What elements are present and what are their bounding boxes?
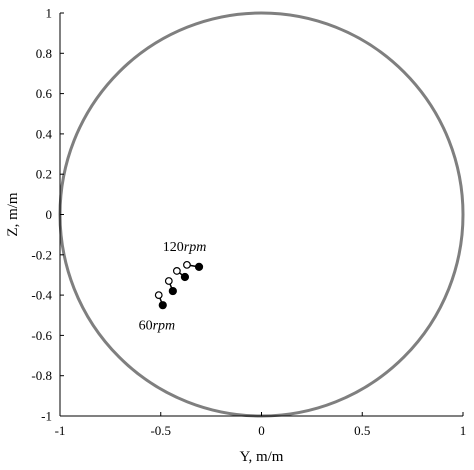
y-tick-label: 0.4 (36, 126, 53, 141)
y-tick-label: -0.8 (31, 368, 52, 383)
filled-marker (168, 286, 177, 296)
open-marker (183, 260, 191, 269)
x-tick-label: -0.5 (150, 423, 171, 438)
filled-marker (194, 262, 204, 271)
x-tick-label: 0 (258, 423, 265, 438)
x-tick-label: -1 (55, 423, 66, 438)
annotation-60rpm: 60rpm (139, 318, 176, 333)
boundary-circle (58, 11, 465, 418)
y-tick-label: 0.8 (36, 46, 52, 61)
y-tick-label: 0 (46, 207, 53, 222)
y-tick-label: 0.2 (36, 167, 52, 182)
y-tick-label: -1 (41, 409, 52, 424)
x-tick-label: 0.5 (354, 423, 370, 438)
y-tick-label: -0.2 (31, 247, 52, 262)
marker-pair (164, 277, 177, 296)
marker-pairs (154, 260, 204, 310)
annotation-120rpm: 120rpm (163, 240, 207, 255)
y-tick-label: -0.4 (31, 288, 52, 303)
marker-pair (172, 267, 190, 282)
x-axis-label: Y, m/m (240, 449, 284, 465)
open-marker (164, 277, 173, 285)
y-tick-label: 1 (46, 6, 53, 21)
open-marker (172, 267, 181, 275)
x-axis: -1 -0.5 0 0.5 1 (55, 412, 467, 438)
marker-pair (183, 260, 204, 271)
open-marker (154, 291, 163, 300)
plot-area (58, 11, 465, 418)
y-tick-label: 0.6 (36, 86, 53, 101)
x-tick-label: 1 (460, 423, 467, 438)
filled-marker (158, 301, 167, 310)
y-tick-label: -0.6 (31, 328, 52, 343)
y-axis-label: Z, m/m (5, 192, 21, 236)
filled-marker (180, 272, 190, 282)
marker-pair (154, 291, 167, 310)
y-axis: -1 -0.8 -0.6 -0.4 -0.2 0 0.2 0.4 0.6 0.8 1 (31, 6, 64, 424)
